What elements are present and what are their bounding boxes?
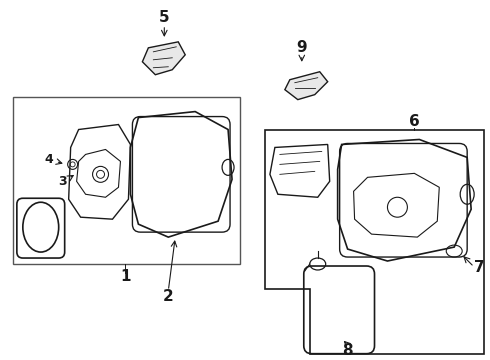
Polygon shape [285, 72, 328, 100]
Text: 3: 3 [58, 175, 67, 188]
Text: 5: 5 [159, 10, 170, 26]
Polygon shape [143, 42, 185, 75]
Text: 6: 6 [409, 114, 420, 129]
Text: 2: 2 [163, 289, 173, 305]
Text: 1: 1 [120, 270, 131, 284]
Text: 8: 8 [343, 343, 353, 358]
Bar [13, 96, 240, 264]
Text: 9: 9 [296, 40, 307, 55]
Text: 7: 7 [474, 260, 485, 275]
Text: 4: 4 [45, 153, 53, 166]
